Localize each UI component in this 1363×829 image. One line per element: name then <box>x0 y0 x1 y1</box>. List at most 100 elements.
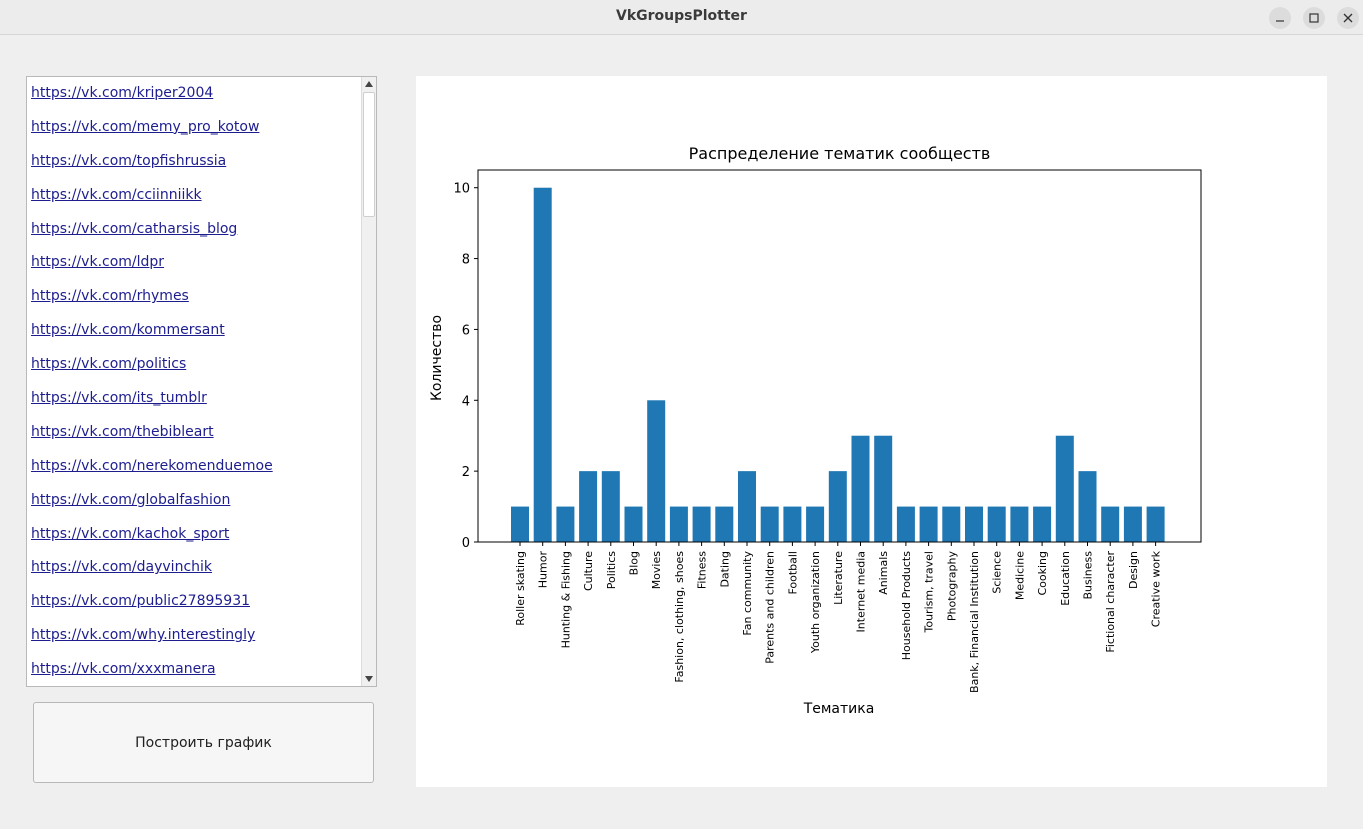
list-item: https://vk.com/catharsis_blog <box>31 218 361 252</box>
group-link[interactable]: https://vk.com/kachok_sport <box>31 525 230 542</box>
close-button[interactable] <box>1337 7 1359 29</box>
chart-bar <box>601 471 620 542</box>
group-link[interactable]: https://vk.com/rhymes <box>31 288 189 305</box>
arrow-down-icon <box>365 676 373 682</box>
chart-bar <box>760 506 779 542</box>
y-tick-label: 6 <box>462 323 470 338</box>
y-tick-label: 2 <box>462 465 470 480</box>
chart-bar <box>1101 506 1120 542</box>
window-title: VkGroupsPlotter <box>616 8 747 24</box>
list-item: https://vk.com/kachok_sport <box>31 523 361 557</box>
scroll-thumb[interactable] <box>363 92 375 217</box>
chart-bar <box>624 506 643 542</box>
group-link[interactable]: https://vk.com/cciinniikk <box>31 186 202 203</box>
chart-bar <box>692 506 711 542</box>
chart-bar <box>919 506 938 542</box>
x-tick-label: Bank, Financial Institution <box>968 551 981 693</box>
x-tick-label: Fashion, clothing, shoes <box>673 551 686 683</box>
chart-bar <box>1146 506 1165 542</box>
x-tick-label: Science <box>991 551 1004 594</box>
group-link[interactable]: https://vk.com/catharsis_blog <box>31 220 238 237</box>
list-item: https://vk.com/nerekomenduemoe <box>31 455 361 489</box>
x-tick-label: Fictional character <box>1104 551 1117 653</box>
plot-frame <box>477 169 1202 543</box>
x-axis-label: Тематика <box>803 701 875 717</box>
scroll-up-button[interactable] <box>362 77 376 91</box>
group-link[interactable]: https://vk.com/thebibleart <box>31 423 214 440</box>
x-tick-label: Literature <box>832 551 845 605</box>
close-icon <box>1343 13 1353 23</box>
chart-bar <box>987 506 1006 542</box>
x-tick-label: Business <box>1082 551 1095 600</box>
maximize-button[interactable] <box>1303 7 1325 29</box>
x-tick-label: Medicine <box>1013 551 1026 600</box>
x-tick-label: Education <box>1059 551 1072 606</box>
chart-bar <box>896 506 915 542</box>
group-link[interactable]: https://vk.com/topfishrussia <box>31 152 227 169</box>
list-item: https://vk.com/rhymes <box>31 285 361 319</box>
group-link[interactable]: https://vk.com/politics <box>31 356 187 373</box>
scroll-down-button[interactable] <box>362 672 376 686</box>
arrow-up-icon <box>365 81 373 87</box>
x-tick-label: Household Products <box>900 551 913 660</box>
window-titlebar: VkGroupsPlotter <box>0 0 1363 35</box>
x-tick-label: Roller skating <box>514 551 527 626</box>
chart-bar <box>874 435 893 542</box>
chart-bar <box>579 471 598 542</box>
list-scrollbar[interactable] <box>361 77 376 686</box>
group-link[interactable]: https://vk.com/xxxmanera <box>31 661 216 678</box>
x-tick-label: Blog <box>628 551 641 575</box>
x-tick-label: Fitness <box>696 551 709 589</box>
chart-bar <box>1033 506 1052 542</box>
chart-bar <box>783 506 802 542</box>
chart-bar <box>1055 435 1074 542</box>
y-tick-label: 10 <box>453 182 470 197</box>
group-links-list[interactable]: https://vk.com/kriper2004 https://vk.com/… <box>26 76 377 687</box>
list-item: https://vk.com/politics <box>31 353 361 387</box>
list-item: https://vk.com/kriper2004 <box>31 82 361 116</box>
list-item: https://vk.com/its_tumblr <box>31 387 361 421</box>
chart-bar <box>1123 506 1142 542</box>
list-item: https://vk.com/why.interestingly <box>31 624 361 658</box>
group-link[interactable]: https://vk.com/kriper2004 <box>31 85 214 101</box>
chart-bar <box>965 506 983 542</box>
list-item: https://vk.com/globalfashion <box>31 489 361 523</box>
x-tick-label: Photography <box>945 551 958 622</box>
group-link[interactable]: https://vk.com/globalfashion <box>31 491 231 508</box>
x-tick-label: Youth organization <box>809 551 822 654</box>
chart-title: Распределение тематик сообществ <box>689 144 991 163</box>
x-tick-label: Parents and children <box>764 551 777 664</box>
list-item: https://vk.com/dayvinchik <box>31 556 361 590</box>
x-tick-label: Creative work <box>1150 550 1163 627</box>
x-tick-label: Cooking <box>1036 551 1049 596</box>
group-link[interactable]: https://vk.com/dayvinchik <box>31 559 213 576</box>
group-link[interactable]: https://vk.com/ldpr <box>31 254 165 271</box>
minimize-button[interactable] <box>1269 7 1291 29</box>
x-tick-label: Movies <box>650 551 663 590</box>
y-tick-label: 8 <box>462 253 470 268</box>
x-tick-label: Humor <box>537 551 550 589</box>
build-chart-button[interactable]: Построить график <box>33 702 374 783</box>
y-axis-label: Количество <box>429 315 445 401</box>
bar-chart: 0 2 4 6 8 10 Roller skating Humor Hunting & Fish… <box>429 144 1202 717</box>
chart-bar <box>669 506 688 542</box>
link-list: https://vk.com/kriper2004 https://vk.com/… <box>31 82 361 686</box>
maximize-icon <box>1309 13 1319 23</box>
group-link[interactable]: https://vk.com/nerekomenduemoe <box>31 457 273 474</box>
x-tick-label: Dating <box>718 551 731 588</box>
x-tick-label: Culture <box>582 551 595 591</box>
group-link[interactable]: https://vk.com/why.interestingly <box>31 627 256 644</box>
x-tick-label: Hunting & Fishing <box>559 551 572 648</box>
x-tick-label: Design <box>1127 551 1140 589</box>
x-tick-label: Internet media <box>855 551 868 632</box>
list-item: https://vk.com/ldpr <box>31 251 361 285</box>
group-link[interactable]: https://vk.com/its_tumblr <box>31 390 207 407</box>
chart-bar <box>533 187 552 542</box>
chart-bar <box>715 506 734 542</box>
chart-bar <box>647 400 666 542</box>
chart-bar <box>556 506 575 542</box>
group-link[interactable]: https://vk.com/memy_pro_kotow <box>31 118 260 135</box>
x-tick-label: Politics <box>605 551 618 590</box>
group-link[interactable]: https://vk.com/public27895931 <box>31 593 251 610</box>
group-link[interactable]: https://vk.com/kommersant <box>31 322 225 339</box>
